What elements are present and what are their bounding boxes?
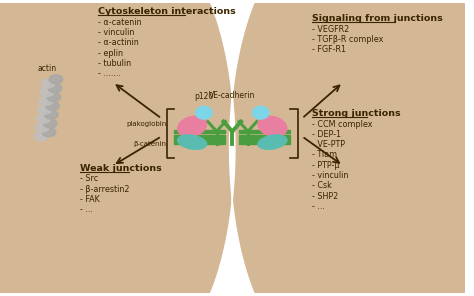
Text: VE-cadherin: VE-cadherin — [209, 91, 255, 100]
Text: - α-catenin: - α-catenin — [98, 18, 142, 27]
Ellipse shape — [258, 135, 287, 149]
Ellipse shape — [178, 116, 207, 137]
Text: Strong junctions: Strong junctions — [312, 109, 400, 118]
Text: actin: actin — [37, 64, 56, 73]
Bar — [174, 135, 226, 144]
Text: - vinculin: - vinculin — [312, 171, 348, 180]
Ellipse shape — [48, 84, 62, 93]
Text: - β-arrestin2: - β-arrestin2 — [81, 185, 130, 194]
Polygon shape — [211, 3, 254, 293]
Ellipse shape — [36, 123, 49, 132]
Ellipse shape — [40, 88, 54, 96]
Text: - DEP-1: - DEP-1 — [312, 130, 341, 139]
Text: p120: p120 — [194, 92, 213, 101]
Ellipse shape — [39, 96, 53, 105]
Ellipse shape — [178, 135, 207, 149]
Text: - Csk: - Csk — [312, 181, 331, 190]
Ellipse shape — [43, 119, 57, 128]
Polygon shape — [461, 3, 474, 293]
Ellipse shape — [46, 102, 59, 110]
Bar — [239, 130, 290, 133]
Bar — [174, 130, 226, 133]
Ellipse shape — [195, 106, 212, 119]
Text: β-catenin: β-catenin — [134, 141, 167, 147]
Ellipse shape — [49, 75, 63, 84]
Polygon shape — [0, 3, 4, 293]
Ellipse shape — [41, 79, 55, 88]
Text: plakoglobin: plakoglobin — [127, 121, 167, 128]
Ellipse shape — [38, 105, 52, 114]
Text: - PTP-μ: - PTP-μ — [312, 161, 339, 170]
Text: - tubulin: - tubulin — [98, 59, 131, 68]
Text: - Tiam: - Tiam — [312, 150, 337, 160]
Text: - CCM complex: - CCM complex — [312, 120, 372, 128]
Text: - .......: - ....... — [98, 69, 121, 78]
Ellipse shape — [42, 128, 56, 137]
Text: - SHP2: - SHP2 — [312, 192, 338, 201]
Text: - vinculin: - vinculin — [98, 28, 135, 37]
Text: - Src: - Src — [81, 174, 99, 184]
Ellipse shape — [45, 110, 58, 119]
Polygon shape — [229, 3, 465, 293]
Text: - TGFβ-R complex: - TGFβ-R complex — [312, 35, 383, 44]
Text: - FGF-R1: - FGF-R1 — [312, 45, 346, 54]
Polygon shape — [0, 3, 235, 293]
Text: - ...: - ... — [312, 202, 325, 211]
Ellipse shape — [47, 93, 61, 102]
Text: Weak junctions: Weak junctions — [81, 164, 162, 173]
Text: - ...: - ... — [81, 205, 93, 214]
Text: - VEGFR2: - VEGFR2 — [312, 25, 349, 33]
Ellipse shape — [36, 114, 50, 123]
Text: - VE-PTP: - VE-PTP — [312, 140, 345, 149]
Bar — [239, 135, 290, 144]
Text: - FAK: - FAK — [81, 195, 100, 204]
Ellipse shape — [252, 106, 269, 119]
Text: Cytoskeleton interactions: Cytoskeleton interactions — [98, 7, 236, 16]
Ellipse shape — [258, 116, 287, 137]
Text: Signaling from junctions: Signaling from junctions — [312, 14, 442, 23]
Ellipse shape — [34, 132, 48, 141]
Text: - eplin: - eplin — [98, 49, 123, 57]
Text: - α-actinin: - α-actinin — [98, 38, 139, 47]
